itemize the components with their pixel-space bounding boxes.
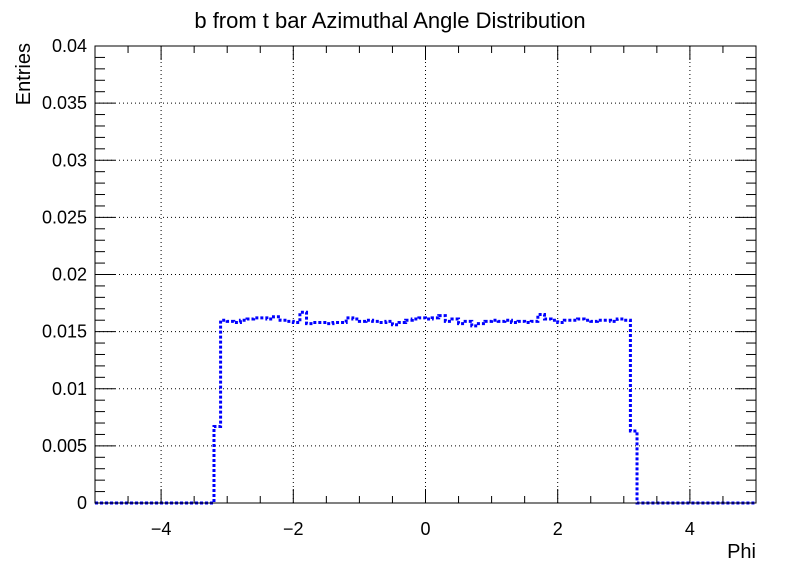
- x-tick-label: 4: [685, 519, 695, 539]
- x-tick-label: 0: [420, 519, 430, 539]
- ticks: [94, 45, 757, 504]
- y-tick-label: 0.005: [42, 436, 87, 456]
- chart-title: b from t bar Azimuthal Angle Distributio…: [194, 8, 585, 33]
- y-tick-label: 0: [77, 493, 87, 513]
- y-tick-label: 0.015: [42, 322, 87, 342]
- tick-labels: −4 −2 0 2 4 0 0.005 0.01 0.015 0.02 0.025 0.03 0.035…: [42, 36, 695, 539]
- x-axis-label: Phi: [727, 541, 756, 563]
- histogram-series-line: [95, 310, 756, 505]
- y-tick-label: 0.025: [42, 207, 87, 227]
- x-tick-label: −2: [283, 519, 304, 539]
- y-tick-label: 0.035: [42, 93, 87, 113]
- y-tick-label: 0.03: [52, 150, 87, 170]
- x-tick-label: −4: [151, 519, 172, 539]
- y-tick-label: 0.02: [52, 265, 87, 285]
- grid: [95, 45, 756, 504]
- y-axis-label: Entries: [13, 43, 35, 105]
- y-tick-label: 0.01: [52, 379, 87, 399]
- series-layer: [95, 310, 756, 505]
- x-tick-label: 2: [553, 519, 563, 539]
- y-tick-label: 0.04: [52, 36, 87, 56]
